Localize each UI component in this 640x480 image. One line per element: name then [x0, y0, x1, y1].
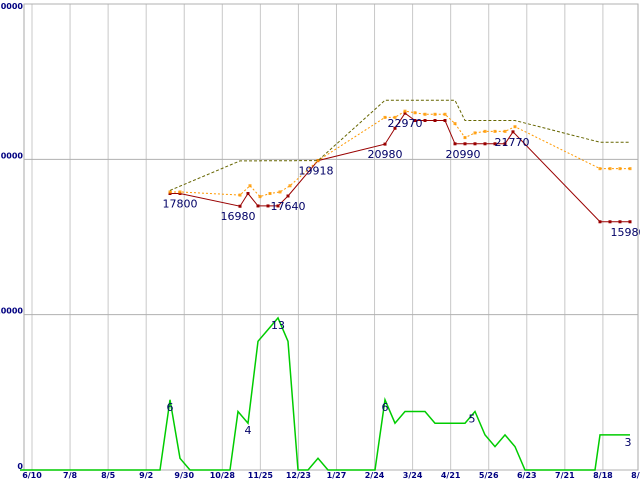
price-data-label: 19918 — [299, 165, 334, 178]
y-tick-label: 30000 — [0, 2, 23, 11]
price-point — [443, 119, 447, 122]
count-data-label: 5 — [469, 413, 476, 426]
y-tick-label: 0 — [17, 462, 23, 471]
average-point — [503, 129, 507, 133]
y-tick-label: 10000 — [0, 307, 23, 316]
x-tick-label: 8/18 — [593, 471, 613, 480]
price-data-label: 20980 — [368, 148, 403, 161]
price-point — [276, 204, 280, 208]
price-point — [511, 130, 515, 134]
count-data-label: 13 — [271, 319, 285, 332]
average-point — [403, 109, 407, 113]
average-point — [278, 190, 282, 194]
x-tick-label: 4/21 — [441, 471, 461, 480]
x-tick-label: 7/8 — [63, 471, 77, 480]
x-tick-label: 6/23 — [517, 471, 537, 480]
price-point — [413, 119, 417, 122]
price-data-label: 17640 — [271, 200, 306, 213]
x-tick-label: 10/28 — [210, 471, 236, 480]
average-point — [258, 195, 262, 199]
price-data-label: 20990 — [446, 148, 481, 161]
price-point — [628, 220, 632, 224]
price-point — [433, 119, 437, 122]
price-data-label: 15980 — [611, 226, 640, 239]
price-point — [168, 192, 172, 196]
price-data-label: 22970 — [388, 117, 423, 130]
price-point — [383, 142, 387, 146]
price-point — [608, 220, 612, 224]
price-point — [246, 192, 250, 196]
price-data-label: 16980 — [221, 210, 256, 223]
average-point — [393, 115, 397, 119]
average-point — [618, 167, 622, 171]
average-point — [483, 129, 487, 133]
average-point — [423, 112, 427, 116]
average-point — [433, 112, 437, 116]
average-point — [383, 115, 387, 119]
average-point — [608, 167, 612, 171]
price-point — [266, 204, 270, 208]
price-data-label: 21770 — [495, 136, 530, 149]
average-point — [268, 192, 272, 196]
price-point — [238, 204, 242, 208]
average-point — [178, 190, 182, 194]
price-point — [598, 220, 602, 224]
count-data-label: 6 — [167, 401, 174, 414]
x-tick-label: 12/23 — [286, 471, 311, 480]
price-point — [463, 142, 467, 146]
price-point — [503, 142, 507, 146]
average-point — [473, 131, 477, 135]
average-point — [413, 111, 417, 115]
price-point — [473, 142, 477, 146]
price-point — [178, 192, 182, 196]
price-point — [423, 119, 427, 122]
price-point — [453, 142, 457, 146]
average-point — [288, 184, 292, 188]
count-data-label: 6 — [382, 401, 389, 414]
price-point — [403, 111, 407, 115]
price-point — [256, 204, 260, 208]
x-tick-label: 5/26 — [479, 471, 499, 480]
price-point — [393, 126, 397, 130]
price-point — [483, 142, 487, 146]
average-point — [168, 190, 172, 194]
average-point — [238, 193, 242, 197]
price-point — [618, 220, 622, 224]
x-tick-label: 9/2 — [139, 471, 153, 480]
x-tick-label: 6/10 — [22, 471, 42, 480]
average-point — [316, 159, 320, 163]
x-tick-label: 8/25 — [631, 471, 640, 480]
average-point — [598, 167, 602, 171]
x-tick-label: 1/27 — [327, 471, 347, 480]
average-point — [493, 129, 497, 133]
count-data-label: 4 — [245, 424, 252, 437]
x-tick-label: 2/24 — [365, 471, 385, 480]
x-tick-label: 3/24 — [403, 471, 423, 480]
x-tick-label: 11/25 — [248, 471, 274, 480]
average-point — [248, 184, 252, 188]
average-point — [453, 122, 457, 126]
price-series-line-2 — [170, 110, 630, 198]
count-series-line — [20, 316, 630, 471]
price-point — [286, 194, 290, 198]
x-tick-label: 7/21 — [555, 471, 575, 480]
x-tick-label: 9/30 — [174, 471, 194, 480]
average-point — [628, 167, 632, 171]
price-point — [493, 142, 497, 146]
price-series-line-3 — [169, 99, 630, 191]
x-tick-label: 8/5 — [101, 471, 115, 480]
average-point — [513, 125, 517, 129]
price-data-label: 17800 — [163, 198, 198, 211]
count-data-label: 3 — [625, 436, 632, 449]
plot-area — [23, 3, 639, 471]
average-point — [463, 136, 467, 140]
y-tick-label: 20000 — [0, 151, 23, 160]
average-point — [443, 112, 447, 116]
